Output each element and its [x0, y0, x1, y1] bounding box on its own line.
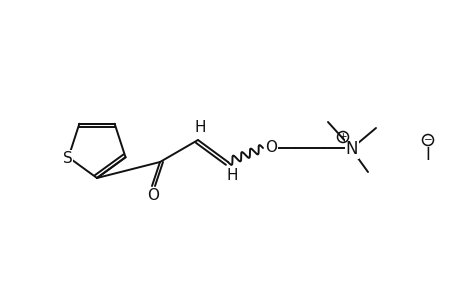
Text: O: O: [264, 140, 276, 155]
Text: O: O: [147, 188, 159, 203]
Text: I: I: [425, 146, 430, 164]
Text: H: H: [226, 169, 237, 184]
Text: S: S: [62, 151, 72, 166]
Text: H: H: [194, 119, 205, 134]
Text: +: +: [338, 132, 347, 142]
Text: N: N: [345, 140, 358, 158]
Text: −: −: [423, 135, 431, 145]
